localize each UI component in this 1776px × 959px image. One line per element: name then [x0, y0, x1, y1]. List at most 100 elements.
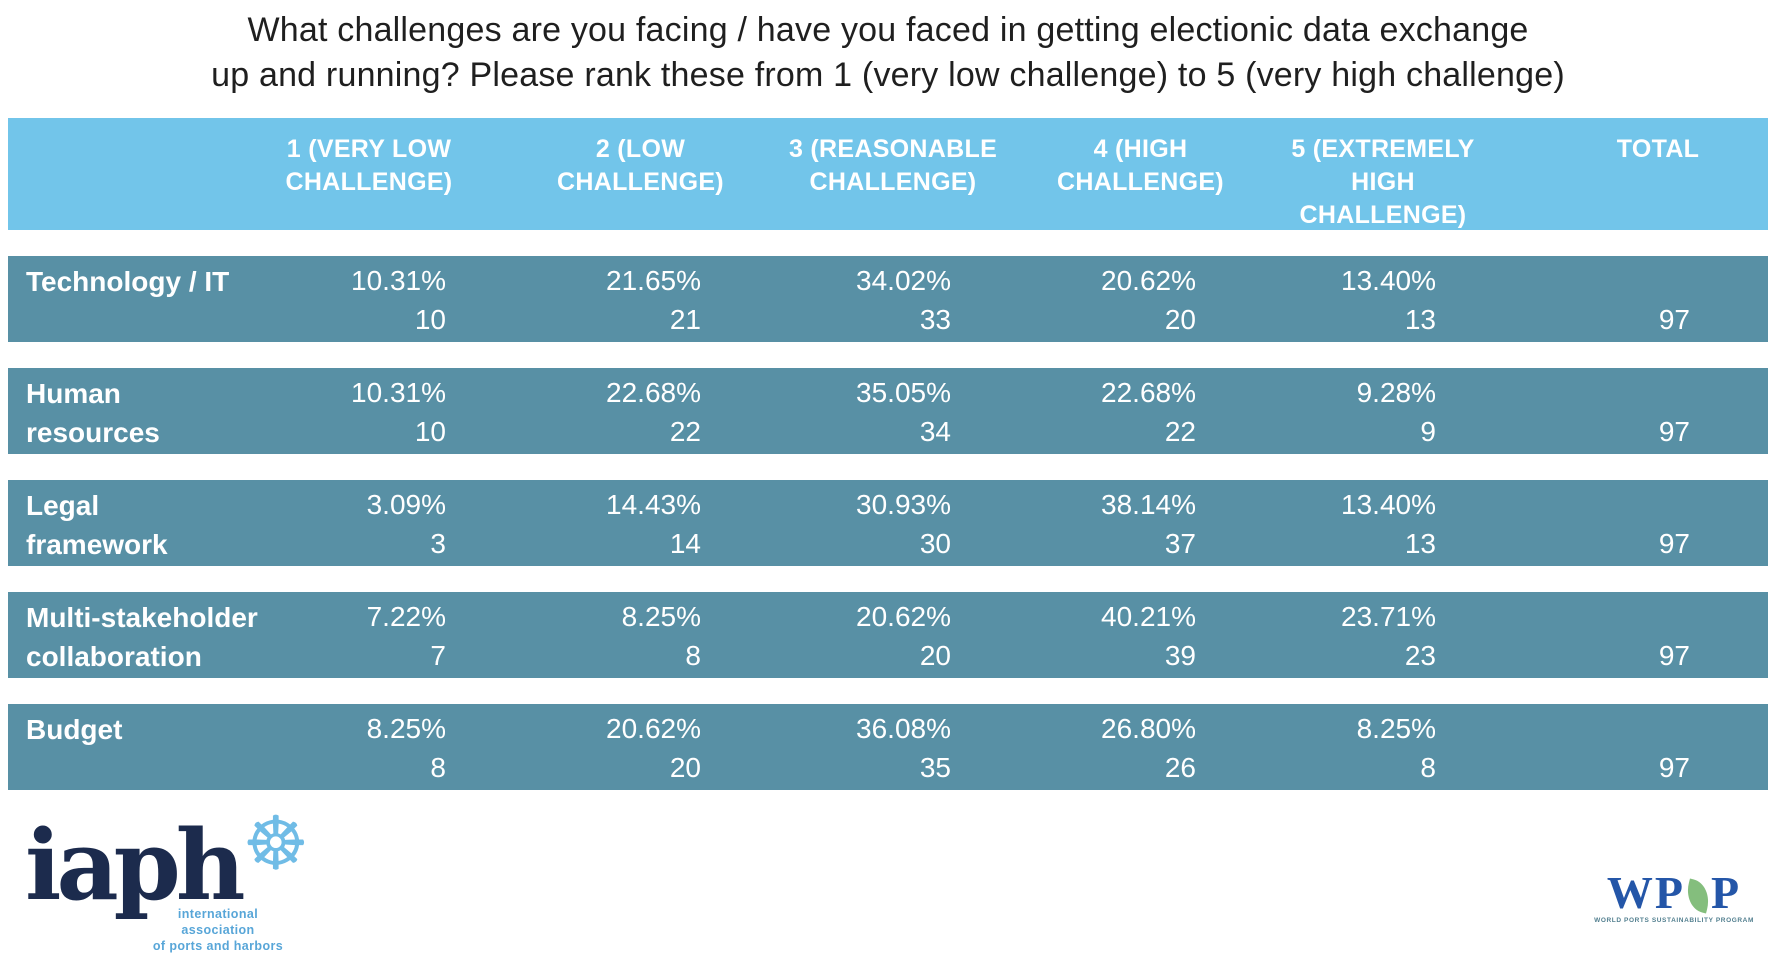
cell-percent: 22.68%: [1101, 377, 1196, 408]
cell-percent: 23.71%: [1341, 601, 1436, 632]
cell-total: 97: [1658, 528, 1690, 559]
cell-total: 97: [1658, 416, 1690, 447]
iaph-logo: iaph☸ international association of ports…: [25, 807, 309, 954]
cell-percent: 13.40%: [1341, 265, 1436, 296]
page-title: What challenges are you facing / have yo…: [0, 0, 1776, 98]
cell-percent: 8.25%: [1356, 713, 1436, 744]
column-header-low: 2 (LOW CHALLENGE): [557, 135, 724, 196]
cell-percent: 20.62%: [856, 601, 951, 632]
cell-percent: 22.68%: [606, 377, 701, 408]
column-header-reasonable: 3 (REASONABLE CHALLENGE): [788, 135, 998, 196]
column-header-very-low: 1 (VERY LOW CHALLENGE): [285, 135, 453, 196]
cell-count: 23: [1404, 640, 1436, 671]
cell-very-low: 7.22% 7: [280, 592, 458, 678]
cell-count: 35: [919, 752, 951, 783]
cell-percent: 14.43%: [606, 489, 701, 520]
wpsp-letters-wp: WP: [1606, 867, 1686, 918]
cell-percent: 20.62%: [606, 713, 701, 744]
row-label: Legal framework: [26, 490, 168, 560]
cell-count: 14: [669, 528, 701, 559]
cell-percent: 35.05%: [856, 377, 951, 408]
table-row-human-resources: Human resources 10.31% 10 22.68% 22 35.0…: [8, 368, 1768, 454]
cell-count: 8: [430, 752, 446, 783]
cell-low: 8.25% 8: [458, 592, 713, 678]
cell-count: 13: [1404, 528, 1436, 559]
cell-high: 20.62% 20: [963, 256, 1208, 342]
cell-reasonable: 35.05% 34: [713, 368, 963, 454]
cell-percent: 21.65%: [606, 265, 701, 296]
cell-extremely-high: 13.40% 13: [1208, 256, 1448, 342]
column-header-total: TOTAL: [1616, 135, 1700, 163]
cell-percent: 7.22%: [366, 601, 446, 632]
row-label: Technology / IT: [26, 266, 230, 297]
cell-count: 3: [430, 528, 446, 559]
cell-count: 10: [414, 416, 446, 447]
table-row-technology-it: Technology / IT 10.31% 10 21.65% 21 34.0…: [8, 256, 1768, 342]
cell-count: 7: [430, 640, 446, 671]
cell-count: 20: [669, 752, 701, 783]
cell-percent: 34.02%: [856, 265, 951, 296]
cell-count: 34: [919, 416, 951, 447]
cell-count: 20: [919, 640, 951, 671]
page-title-line2: up and running? Please rank these from 1…: [211, 56, 1565, 94]
cell-count: 9: [1420, 416, 1436, 447]
cell-total: 97: [1658, 304, 1690, 335]
column-header-high: 4 (HIGH CHALLENGE): [1057, 135, 1224, 196]
cell-percent: 10.31%: [351, 265, 446, 296]
cell-low: 21.65% 21: [458, 256, 713, 342]
page-title-line1: What challenges are you facing / have yo…: [247, 11, 1529, 49]
cell-count: 22: [1164, 416, 1196, 447]
cell-count: 39: [1164, 640, 1196, 671]
table-row-budget: Budget 8.25% 8 20.62% 20 36.08% 35 26.80…: [8, 704, 1768, 790]
cell-percent: 13.40%: [1341, 489, 1436, 520]
header-label-spacer: [8, 118, 280, 232]
survey-results-table: 1 (VERY LOW CHALLENGE) 2 (LOW CHALLENGE)…: [0, 118, 1776, 790]
cell-high: 40.21% 39: [963, 592, 1208, 678]
cell-percent: 20.62%: [1101, 265, 1196, 296]
cell-percent: 8.25%: [366, 713, 446, 744]
cell-high: 38.14% 37: [963, 480, 1208, 566]
cell-count: 26: [1164, 752, 1196, 783]
cell-extremely-high: 8.25% 8: [1208, 704, 1448, 790]
table-row-multi-stakeholder: Multi-stakeholder collaboration 7.22% 7 …: [8, 592, 1768, 678]
cell-percent: 3.09%: [366, 489, 446, 520]
cell-reasonable: 34.02% 33: [713, 256, 963, 342]
cell-count: 20: [1164, 304, 1196, 335]
cell-percent: 8.25%: [621, 601, 701, 632]
cell-very-low: 8.25% 8: [280, 704, 458, 790]
cell-very-low: 10.31% 10: [280, 368, 458, 454]
cell-very-low: 10.31% 10: [280, 256, 458, 342]
iaph-tagline: international association of ports and h…: [152, 907, 284, 953]
cell-count: 13: [1404, 304, 1436, 335]
cell-percent: 40.21%: [1101, 601, 1196, 632]
cell-count: 8: [1420, 752, 1436, 783]
cell-percent: 26.80%: [1101, 713, 1196, 744]
cell-extremely-high: 9.28% 9: [1208, 368, 1448, 454]
cell-count: 33: [919, 304, 951, 335]
row-label: Human resources: [26, 378, 160, 448]
cell-total: 97: [1658, 640, 1690, 671]
cell-count: 8: [685, 640, 701, 671]
wpsp-letter-p: P: [1711, 867, 1742, 918]
wpsp-tagline: WORLD PORTS SUSTAINABILITY PROGRAM: [1594, 917, 1754, 924]
cell-reasonable: 30.93% 30: [713, 480, 963, 566]
cell-percent: 10.31%: [351, 377, 446, 408]
cell-count: 10: [414, 304, 446, 335]
cell-count: 37: [1164, 528, 1196, 559]
iaph-wordmark: iaph: [25, 809, 246, 922]
cell-count: 22: [669, 416, 701, 447]
ship-wheel-icon: ☸: [242, 801, 309, 887]
cell-low: 22.68% 22: [458, 368, 713, 454]
column-header-extremely-high: 5 (EXTREMELY HIGH CHALLENGE): [1291, 135, 1475, 229]
cell-high: 22.68% 22: [963, 368, 1208, 454]
cell-total: 97: [1658, 752, 1690, 783]
wpsp-logo: WP P WORLD PORTS SUSTAINABILITY PROGRAM: [1594, 870, 1754, 925]
cell-reasonable: 36.08% 35: [713, 704, 963, 790]
cell-percent: 9.28%: [1356, 377, 1436, 408]
cell-reasonable: 20.62% 20: [713, 592, 963, 678]
table-row-legal-framework: Legal framework 3.09% 3 14.43% 14 30.93%…: [8, 480, 1768, 566]
cell-percent: 38.14%: [1101, 489, 1196, 520]
cell-percent: 30.93%: [856, 489, 951, 520]
table-header-row: 1 (VERY LOW CHALLENGE) 2 (LOW CHALLENGE)…: [8, 118, 1768, 230]
cell-extremely-high: 13.40% 13: [1208, 480, 1448, 566]
